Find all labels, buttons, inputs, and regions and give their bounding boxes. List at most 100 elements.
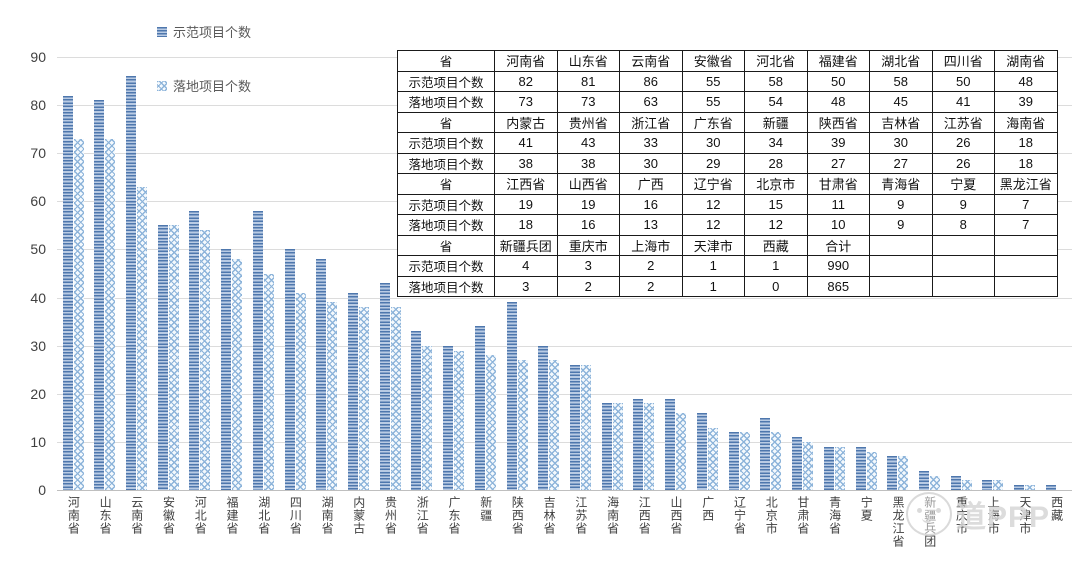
bar-landed (327, 302, 338, 490)
bar-landed (390, 307, 401, 490)
y-gridline (57, 441, 1072, 443)
bar-landed (961, 480, 972, 490)
landed-series-legend-icon (157, 80, 167, 91)
x-axis-label: 内蒙古 (351, 496, 366, 535)
x-axis-label: 浙江省 (415, 496, 430, 535)
table-cell-landed-value: 38 (494, 152, 558, 174)
table-cell-demo-value: 41 (494, 132, 558, 154)
x-axis-label: 江苏省 (573, 496, 588, 535)
x-axis-label: 贵州省 (383, 496, 398, 535)
table-cell-demo-value: 43 (556, 132, 620, 154)
bar-landed (644, 403, 655, 490)
table-cell-demo-value: 3 (556, 255, 620, 277)
table-cell-landed-value: 3 (494, 275, 558, 297)
bar-landed (676, 413, 687, 490)
bar-landed (803, 441, 813, 490)
x-axis-label: 安徽省 (161, 496, 176, 535)
y-gridline (57, 393, 1072, 395)
table-cell-landed-value (994, 275, 1058, 297)
bar-landed (771, 432, 782, 490)
table-cell-province: 甘肃省 (806, 173, 870, 195)
watermark-text: 道PPP (956, 501, 1051, 534)
table-cell-province: 新疆 (744, 111, 808, 133)
table-cell-landed-value: 39 (994, 91, 1058, 113)
bar-demo (189, 211, 200, 490)
table-cell-landed-value: 16 (556, 214, 620, 236)
bar-demo (379, 283, 390, 490)
table-cell-demo-value: 990 (806, 255, 870, 277)
table-cell-demo-value: 33 (619, 132, 683, 154)
bar-landed (866, 451, 877, 490)
bar-demo (252, 211, 263, 490)
table-cell-demo-value (931, 255, 995, 277)
x-axis-label: 广东省 (447, 496, 461, 535)
bar-landed (263, 273, 274, 490)
bar-demo (633, 398, 644, 490)
legend-item-demo: 示范项目个数 (157, 22, 251, 41)
bar-landed (485, 355, 496, 490)
bar-demo (696, 413, 707, 490)
table-cell-landed-value: 27 (806, 152, 870, 174)
table-label-landed: 落地项目个数 (397, 152, 495, 174)
table-cell-demo-value: 58 (744, 70, 808, 92)
table-cell-landed-value: 12 (744, 214, 808, 236)
x-axis-label: 四川省 (288, 496, 303, 535)
x-axis-label: 天津市 (1017, 496, 1032, 535)
table-cell-demo-value: 39 (806, 132, 870, 154)
table-cell-landed-value: 12 (681, 214, 745, 236)
x-axis-label: 新疆兵团 (922, 496, 937, 548)
bar-landed (200, 230, 211, 490)
y-gridline (57, 345, 1072, 347)
table-cell-landed-value: 1 (681, 275, 745, 297)
table-cell-province: 新疆兵团 (494, 234, 558, 256)
table-header-province: 省 (397, 234, 495, 256)
table-cell-landed-value: 865 (806, 275, 870, 297)
bar-demo (474, 326, 485, 490)
table-cell-landed-value: 54 (744, 91, 808, 113)
table-cell-demo-value: 50 (931, 70, 995, 92)
table-cell-demo-value: 82 (494, 70, 558, 92)
table-cell-demo-value: 19 (494, 193, 558, 215)
table-label-landed: 落地项目个数 (397, 91, 495, 113)
demo-series-legend-icon (157, 26, 167, 37)
table-cell-landed-value (931, 275, 995, 297)
table-cell-landed-value: 18 (494, 214, 558, 236)
bar-landed (834, 446, 845, 490)
bar-landed (73, 138, 84, 490)
table-cell-demo-value: 30 (681, 132, 745, 154)
table-cell-demo-value: 55 (681, 70, 745, 92)
table-label-landed: 落地项目个数 (397, 214, 495, 236)
bar-demo (506, 302, 517, 490)
table-cell-landed-value: 29 (681, 152, 745, 174)
y-axis-tick-label: 50 (30, 241, 46, 258)
table-cell-demo-value (869, 255, 933, 277)
table-cell-landed-value: 26 (931, 152, 995, 174)
table-cell-province: 宁夏 (931, 173, 995, 195)
table-header-province: 省 (397, 50, 495, 72)
table-cell-demo-value: 30 (869, 132, 933, 154)
x-axis-label: 宁夏 (859, 496, 874, 522)
table-cell-province: 天津市 (681, 234, 745, 256)
table-cell-province: 上海市 (619, 234, 683, 256)
y-axis-tick-label: 60 (30, 193, 46, 210)
bar-demo (918, 470, 929, 490)
y-axis-tick-label: 90 (30, 49, 46, 65)
table-cell-landed-value: 73 (494, 91, 558, 113)
x-axis-label: 吉林省 (542, 496, 557, 535)
table-cell-demo-value: 19 (556, 193, 620, 215)
bar-demo (221, 249, 232, 490)
table-cell-province (994, 234, 1058, 256)
bar-demo (823, 446, 834, 490)
bar-demo (443, 345, 454, 490)
table-cell-province: 合计 (806, 234, 870, 256)
province-data-table: 省河南省 山东省 云南省 安徽省 河北省 福建省 湖北省 四川省 湖南省 示范项目个数 82 81 86… (397, 50, 1058, 297)
bar-landed (581, 364, 591, 490)
y-axis-tick-label: 80 (30, 97, 46, 114)
x-axis-label: 黑龙江省 (891, 496, 905, 548)
bar-landed (929, 475, 940, 490)
table-cell-demo-value: 48 (994, 70, 1058, 92)
table-cell-landed-value: 13 (619, 214, 683, 236)
bar-landed (295, 292, 306, 490)
table-cell-demo-value: 16 (619, 193, 683, 215)
table-cell-demo-value: 58 (869, 70, 933, 92)
